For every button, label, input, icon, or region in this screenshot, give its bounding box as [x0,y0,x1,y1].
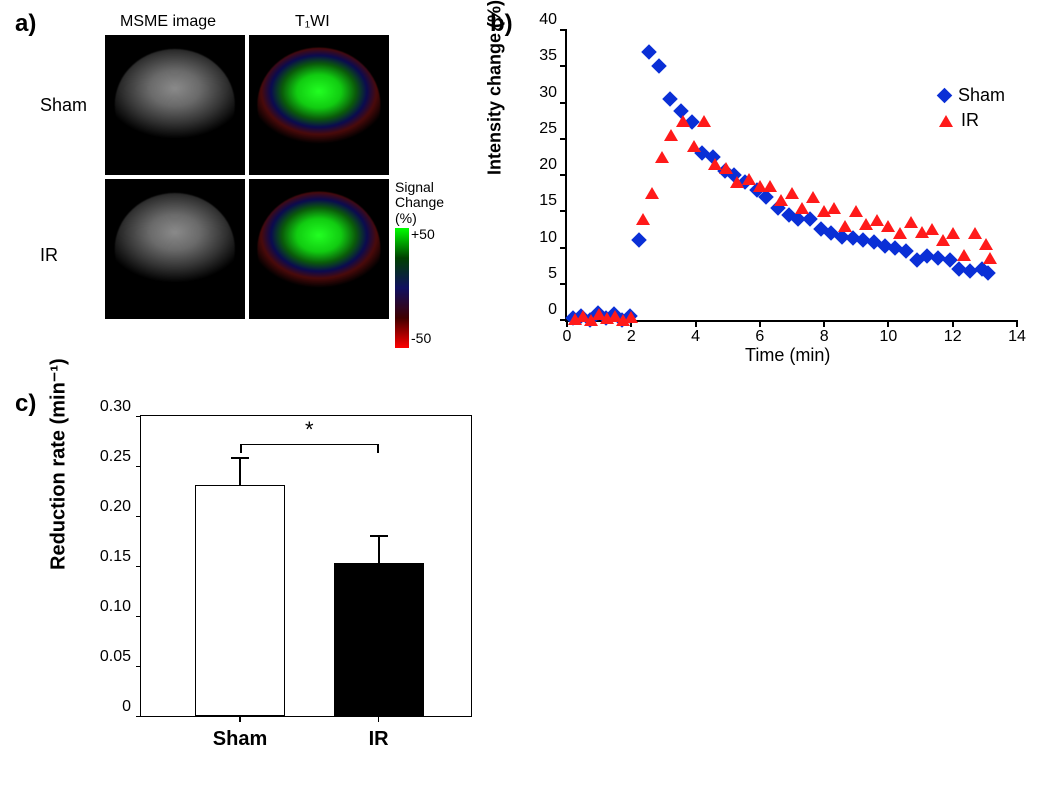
data-point [664,129,678,141]
figure: a) MSME image T₁WI Sham IR Signal Change… [10,10,1040,786]
panel-b: Intensity change (%) Time (min) 05101520… [480,10,1040,370]
data-point [979,238,993,250]
colorbar-title-2: Change [395,195,455,210]
data-point [662,91,678,107]
data-point [827,202,841,214]
panel-c-ytick: 0.15 [81,548,131,566]
panel-b-ytick: 0 [522,301,557,319]
panel-b-xtick: 14 [1008,328,1026,346]
panel-b-ytick: 15 [522,192,557,210]
panel-a-image-grid [105,35,389,319]
data-point [655,151,669,163]
col-header-t1wi: T₁WI [295,13,330,31]
legend-ir: IR [939,110,1005,131]
panel-b-ytick: 10 [522,229,557,247]
panel-c-ytick: 0.25 [81,448,131,466]
data-point [697,115,711,127]
data-point [983,252,997,264]
t1wi-ir-image [249,179,389,319]
panel-c-ytick: 0.20 [81,498,131,516]
panel-c-y-title: Reduction rate (min⁻¹) [46,358,71,570]
panel-b-legend: Sham IR [939,85,1005,135]
panel-b-xtick: 2 [627,328,636,346]
panel-b-ytick: 20 [522,156,557,174]
panel-c-ytick: 0.10 [81,598,131,616]
panel-b-x-title: Time (min) [745,345,830,366]
colorbar: Signal Change (%) +50 -50 [395,180,455,348]
significance-bracket [240,444,379,445]
panel-c-xlabel: IR [369,728,389,751]
panel-b-y-title: Intensity change (%) [485,0,506,175]
legend-ir-label: IR [961,110,979,131]
panel-c-ytick: 0.05 [81,648,131,666]
data-point [785,187,799,199]
col-header-msme: MSME image [120,13,216,31]
panel-b-xtick: 12 [944,328,962,346]
diamond-icon [937,88,953,104]
colorbar-bot: -50 [411,330,435,346]
msme-sham-image [105,35,245,175]
panel-b-ytick: 30 [522,84,557,102]
data-point [893,227,907,239]
data-point [632,232,648,248]
panel-c-xlabel: Sham [213,728,267,751]
panel-b-ytick: 35 [522,47,557,65]
msme-ir-image [105,179,245,319]
panel-b-xtick: 8 [820,328,829,346]
bar-sham [195,485,285,716]
panel-b-xtick: 10 [880,328,898,346]
panel-b-ytick: 5 [522,265,557,283]
panel-c-chart-area: 00.050.100.150.200.250.30ShamIR* [140,415,472,717]
panel-c-ytick: 0 [81,698,131,716]
data-point [946,227,960,239]
colorbar-title-1: Signal [395,180,455,195]
significance-star: * [305,417,314,443]
data-point [795,202,809,214]
panel-b-chart-area: 051015202530354002468101214 [565,30,1017,322]
panel-b-ytick: 40 [522,11,557,29]
panel-c: Reduction rate (min⁻¹) 00.050.100.150.20… [30,390,510,780]
bar-ir [334,563,424,716]
t1wi-sham-image [249,35,389,175]
panel-b-xtick: 4 [691,328,700,346]
data-point [651,58,667,74]
colorbar-gradient [395,228,409,348]
row-header-sham: Sham [40,95,87,116]
data-point [641,44,657,60]
data-point [838,220,852,232]
data-point [687,140,701,152]
row-header-ir: IR [40,245,58,266]
data-point [636,213,650,225]
panel-b-xtick: 6 [755,328,764,346]
colorbar-title-3: (%) [395,211,455,226]
legend-sham-label: Sham [958,85,1005,106]
panel-b-xtick: 0 [563,328,572,346]
panel-b-ytick: 25 [522,120,557,138]
data-point [676,115,690,127]
panel-c-ytick: 0.30 [81,398,131,416]
data-point [763,180,777,192]
data-point [957,249,971,261]
data-point [719,162,733,174]
colorbar-top: +50 [411,226,435,242]
legend-sham: Sham [939,85,1005,106]
triangle-icon [939,115,953,127]
data-point [645,187,659,199]
panel-a-label: a) [15,10,36,38]
data-point [849,205,863,217]
data-point [624,311,638,323]
data-point [806,191,820,203]
